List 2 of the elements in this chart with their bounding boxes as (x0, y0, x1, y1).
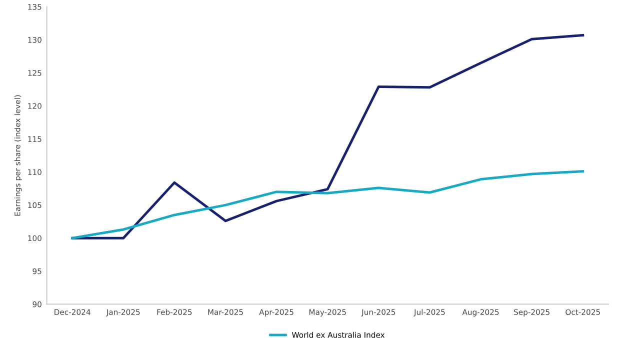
line-series (71, 34, 584, 240)
line-series (71, 170, 584, 240)
